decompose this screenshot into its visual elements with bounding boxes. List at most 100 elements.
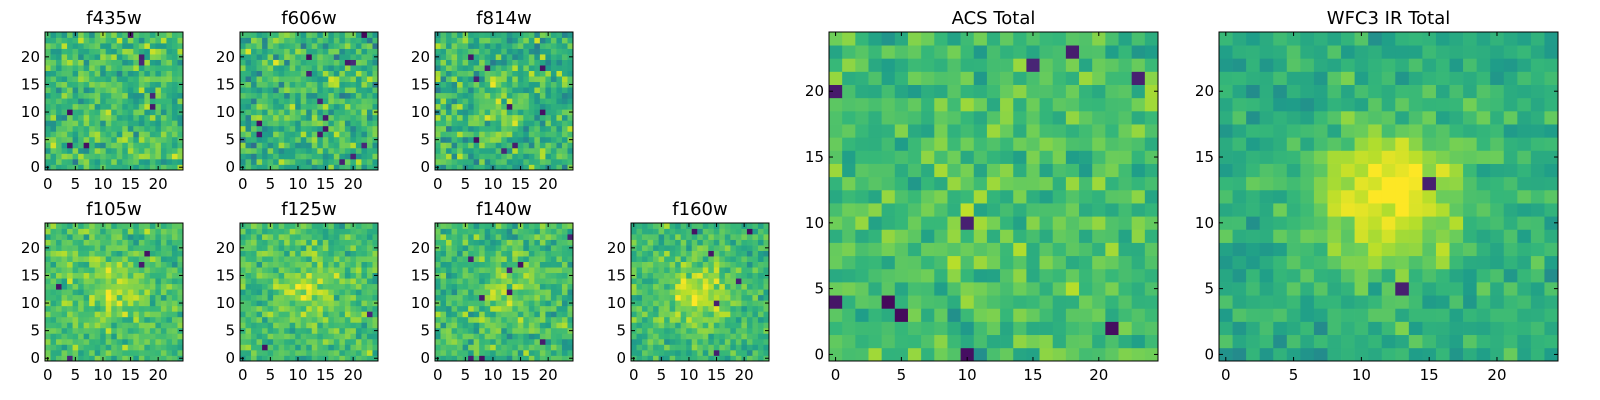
heatmap-cell bbox=[457, 48, 463, 55]
heatmap-cell bbox=[642, 250, 648, 257]
heatmap-cell bbox=[713, 250, 720, 257]
heatmap-cell bbox=[61, 278, 68, 285]
heatmap-cell bbox=[561, 261, 568, 268]
heatmap-cell bbox=[72, 322, 79, 329]
heatmap-cell bbox=[355, 43, 362, 49]
heatmap-cell bbox=[116, 164, 123, 171]
heatmap-cell bbox=[322, 278, 329, 285]
heatmap-cell bbox=[83, 256, 90, 262]
heatmap-cell bbox=[372, 153, 379, 160]
heatmap-cell bbox=[361, 59, 368, 66]
heatmap-cell bbox=[262, 278, 268, 285]
heatmap-cell bbox=[440, 43, 447, 49]
heatmap-cell bbox=[94, 131, 101, 138]
heatmap-cell bbox=[149, 316, 156, 323]
heatmap-cell bbox=[160, 327, 167, 334]
heatmap-cell bbox=[556, 54, 563, 60]
heatmap-cell bbox=[262, 32, 268, 38]
heatmap-cell bbox=[517, 70, 524, 77]
heatmap-cell bbox=[311, 136, 318, 143]
heatmap-cell bbox=[501, 153, 508, 160]
heatmap-cell bbox=[468, 338, 474, 345]
heatmap-cell bbox=[273, 98, 279, 105]
heatmap-cell bbox=[284, 142, 291, 149]
heatmap-cell bbox=[647, 250, 654, 257]
heatmap-cell bbox=[317, 109, 324, 116]
heatmap-cell bbox=[680, 311, 687, 318]
heatmap-cell bbox=[289, 54, 296, 60]
heatmap-cell bbox=[842, 268, 856, 283]
heatmap-cell bbox=[267, 98, 274, 105]
heatmap-cell bbox=[240, 283, 246, 290]
heatmap-cell bbox=[752, 245, 759, 251]
heatmap-cell bbox=[89, 147, 96, 154]
heatmap-cell bbox=[462, 43, 469, 49]
heatmap-cell bbox=[545, 59, 552, 66]
heatmap-cell bbox=[361, 239, 368, 246]
heatmap-cell bbox=[501, 54, 508, 60]
heatmap-cell bbox=[1039, 347, 1054, 362]
heatmap-cell bbox=[328, 349, 335, 356]
heatmap-cell bbox=[171, 142, 178, 149]
heatmap-cell bbox=[61, 32, 68, 38]
heatmap-cell bbox=[251, 59, 257, 66]
heatmap-cell bbox=[256, 153, 263, 160]
heatmap-cell bbox=[311, 355, 318, 362]
heatmap-cell bbox=[490, 327, 497, 334]
heatmap-cell bbox=[479, 289, 486, 296]
heatmap-cell bbox=[245, 142, 252, 149]
heatmap-cell bbox=[730, 349, 737, 356]
heatmap-cell bbox=[512, 114, 519, 121]
heatmap-cell bbox=[462, 147, 469, 154]
heatmap-cell bbox=[328, 344, 335, 351]
heatmap-cell bbox=[713, 261, 720, 268]
heatmap-cell bbox=[267, 120, 274, 127]
heatmap-cell bbox=[61, 300, 68, 307]
heatmap-cell bbox=[278, 76, 285, 83]
heatmap-cell bbox=[479, 43, 486, 49]
heatmap-cell bbox=[300, 344, 307, 351]
heatmap-cell bbox=[550, 103, 557, 110]
heatmap-cell bbox=[658, 256, 665, 262]
heatmap-cell bbox=[122, 300, 129, 307]
heatmap-cell bbox=[561, 305, 568, 312]
heatmap-cell bbox=[523, 305, 530, 312]
heatmap-cell bbox=[435, 261, 441, 268]
heatmap-cell bbox=[89, 234, 96, 240]
heatmap-cell bbox=[284, 333, 291, 340]
heatmap-cell bbox=[1000, 189, 1014, 204]
heatmap-cell bbox=[78, 267, 84, 274]
heatmap-cell bbox=[166, 48, 173, 55]
heatmap-cell bbox=[300, 305, 307, 312]
heatmap-cell bbox=[907, 268, 922, 283]
heatmap-cell bbox=[251, 54, 257, 60]
heatmap-cell bbox=[512, 98, 519, 105]
heatmap-cell bbox=[61, 228, 68, 235]
heatmap-cell bbox=[284, 311, 291, 318]
heatmap-cell bbox=[642, 311, 648, 318]
heatmap-cell bbox=[67, 272, 73, 279]
heatmap-cell bbox=[177, 294, 184, 301]
heatmap-cell bbox=[664, 305, 670, 312]
heatmap-cell bbox=[355, 267, 362, 274]
heatmap-cell bbox=[550, 283, 557, 290]
heatmap-cell bbox=[556, 256, 563, 262]
heatmap-cell bbox=[484, 349, 491, 356]
heatmap-cell bbox=[550, 278, 557, 285]
heatmap-cell bbox=[664, 234, 670, 240]
heatmap-cell bbox=[921, 268, 935, 283]
heatmap-cell bbox=[642, 223, 648, 229]
heatmap-cell bbox=[855, 150, 869, 164]
heatmap-cell bbox=[741, 344, 748, 351]
heatmap-cell bbox=[295, 70, 302, 77]
heatmap-cell bbox=[757, 294, 764, 301]
heatmap-cell bbox=[78, 239, 84, 246]
heatmap-cell bbox=[89, 131, 96, 138]
heatmap-cell bbox=[251, 239, 257, 246]
heatmap-cell bbox=[300, 59, 307, 66]
heatmap-cell bbox=[361, 272, 368, 279]
heatmap-cell bbox=[50, 136, 57, 143]
heatmap-cell bbox=[278, 344, 285, 351]
heatmap-cell bbox=[273, 283, 279, 290]
